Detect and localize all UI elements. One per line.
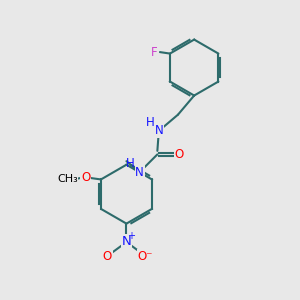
Text: O: O — [103, 250, 112, 263]
Text: CH₃: CH₃ — [57, 174, 78, 184]
Text: N: N — [122, 235, 131, 248]
Text: O: O — [175, 148, 184, 161]
Text: N: N — [135, 166, 144, 178]
Text: +: + — [127, 231, 135, 241]
Text: O⁻: O⁻ — [138, 250, 153, 263]
Text: N: N — [154, 124, 163, 137]
Text: O: O — [81, 172, 90, 184]
Text: H: H — [126, 157, 135, 170]
Text: H: H — [146, 116, 155, 129]
Text: F: F — [151, 46, 158, 59]
